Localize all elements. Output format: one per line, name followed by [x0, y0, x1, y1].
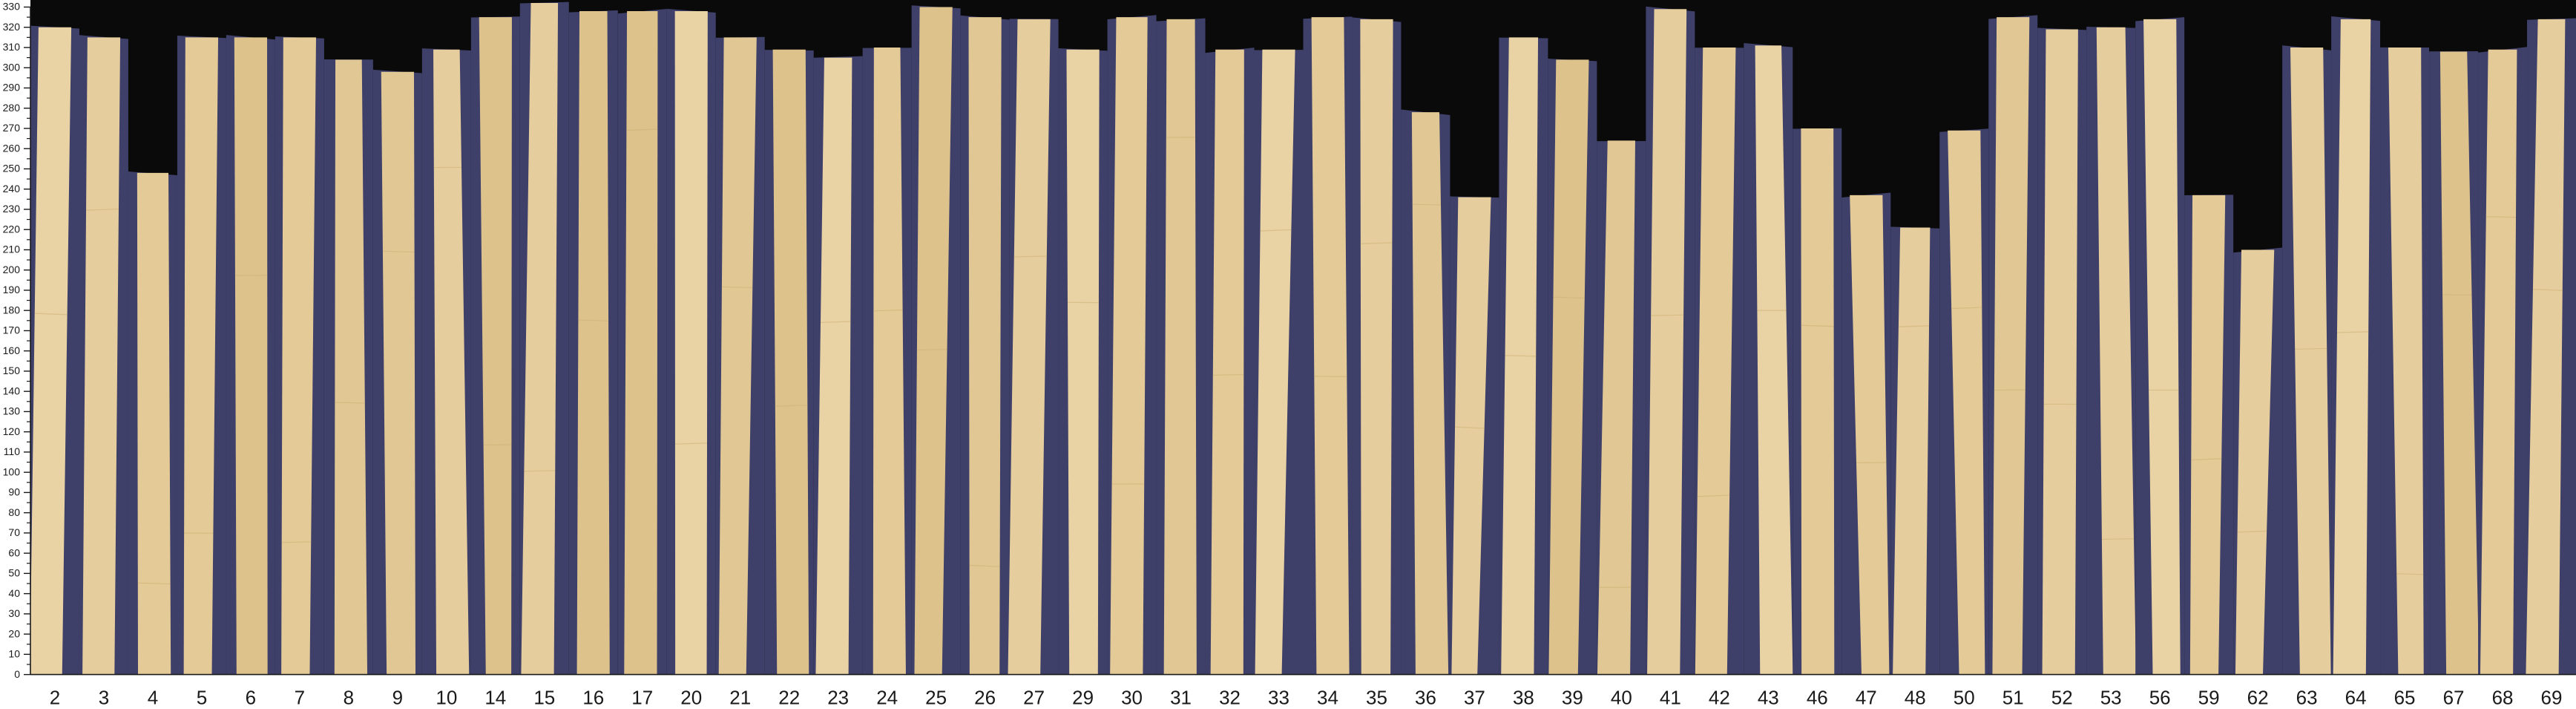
svg-text:30: 30 — [8, 607, 20, 619]
svg-text:90: 90 — [8, 486, 20, 498]
svg-text:3: 3 — [99, 687, 109, 705]
svg-text:63: 63 — [2296, 687, 2318, 705]
svg-text:280: 280 — [3, 102, 21, 114]
svg-text:130: 130 — [3, 405, 21, 417]
svg-text:110: 110 — [4, 445, 21, 457]
svg-text:160: 160 — [3, 344, 21, 356]
svg-text:67: 67 — [2443, 687, 2465, 705]
svg-text:320: 320 — [3, 21, 21, 33]
svg-text:9: 9 — [392, 687, 403, 705]
svg-text:52: 52 — [2051, 687, 2073, 705]
svg-text:80: 80 — [8, 506, 20, 518]
svg-text:120: 120 — [3, 425, 21, 437]
svg-text:50: 50 — [1954, 687, 1975, 705]
svg-text:240: 240 — [3, 183, 21, 195]
svg-text:31: 31 — [1170, 687, 1192, 705]
svg-text:68: 68 — [2492, 687, 2514, 705]
svg-text:170: 170 — [3, 324, 21, 336]
svg-text:140: 140 — [3, 385, 21, 396]
svg-text:50: 50 — [8, 567, 20, 579]
svg-text:16: 16 — [582, 687, 604, 705]
svg-text:41: 41 — [1660, 687, 1681, 705]
svg-text:64: 64 — [2345, 687, 2367, 705]
svg-text:21: 21 — [729, 687, 751, 705]
svg-text:42: 42 — [1709, 687, 1730, 705]
svg-text:36: 36 — [1415, 687, 1436, 705]
svg-text:69: 69 — [2541, 687, 2563, 705]
svg-text:29: 29 — [1072, 687, 1094, 705]
svg-text:53: 53 — [2100, 687, 2122, 705]
svg-text:33: 33 — [1268, 687, 1289, 705]
svg-text:150: 150 — [3, 365, 21, 376]
svg-text:14: 14 — [484, 687, 506, 705]
svg-text:200: 200 — [3, 264, 21, 275]
svg-text:24: 24 — [876, 687, 898, 705]
svg-text:250: 250 — [3, 163, 21, 174]
svg-text:27: 27 — [1023, 687, 1045, 705]
svg-text:260: 260 — [3, 142, 21, 154]
svg-text:6: 6 — [246, 687, 256, 705]
svg-text:2: 2 — [50, 687, 60, 705]
svg-text:180: 180 — [3, 304, 21, 316]
svg-text:210: 210 — [3, 244, 21, 255]
svg-text:8: 8 — [344, 687, 354, 705]
svg-text:39: 39 — [1562, 687, 1583, 705]
svg-text:38: 38 — [1513, 687, 1534, 705]
svg-text:62: 62 — [2247, 687, 2269, 705]
svg-text:330: 330 — [3, 1, 21, 13]
svg-text:290: 290 — [3, 82, 21, 94]
svg-text:56: 56 — [2149, 687, 2171, 705]
svg-text:40: 40 — [8, 587, 20, 599]
svg-text:34: 34 — [1317, 687, 1338, 705]
svg-text:310: 310 — [3, 41, 21, 53]
svg-text:43: 43 — [1758, 687, 1779, 705]
svg-text:46: 46 — [1807, 687, 1828, 705]
svg-text:23: 23 — [827, 687, 849, 705]
svg-text:22: 22 — [778, 687, 800, 705]
svg-text:7: 7 — [295, 687, 305, 705]
svg-text:20: 20 — [680, 687, 702, 705]
svg-text:300: 300 — [3, 61, 21, 73]
svg-text:47: 47 — [1856, 687, 1877, 705]
svg-text:30: 30 — [1121, 687, 1143, 705]
svg-text:51: 51 — [2002, 687, 2024, 705]
svg-text:25: 25 — [925, 687, 947, 705]
svg-text:230: 230 — [3, 203, 21, 215]
svg-text:5: 5 — [197, 687, 207, 705]
svg-text:32: 32 — [1219, 687, 1241, 705]
svg-text:20: 20 — [8, 627, 20, 639]
svg-text:220: 220 — [3, 223, 21, 235]
svg-text:40: 40 — [1611, 687, 1632, 705]
svg-text:15: 15 — [533, 687, 555, 705]
svg-text:0: 0 — [14, 668, 20, 680]
svg-text:26: 26 — [974, 687, 996, 705]
svg-text:70: 70 — [8, 526, 20, 538]
svg-text:48: 48 — [1905, 687, 1926, 705]
svg-text:10: 10 — [436, 687, 457, 705]
svg-text:60: 60 — [8, 546, 20, 558]
svg-text:270: 270 — [3, 122, 21, 134]
svg-text:35: 35 — [1366, 687, 1387, 705]
svg-text:10: 10 — [8, 648, 20, 660]
svg-text:100: 100 — [3, 465, 21, 477]
svg-text:17: 17 — [631, 687, 653, 705]
svg-text:4: 4 — [148, 687, 158, 705]
svg-text:190: 190 — [3, 284, 21, 295]
svg-text:59: 59 — [2198, 687, 2220, 705]
svg-text:37: 37 — [1464, 687, 1485, 705]
svg-text:65: 65 — [2394, 687, 2416, 705]
